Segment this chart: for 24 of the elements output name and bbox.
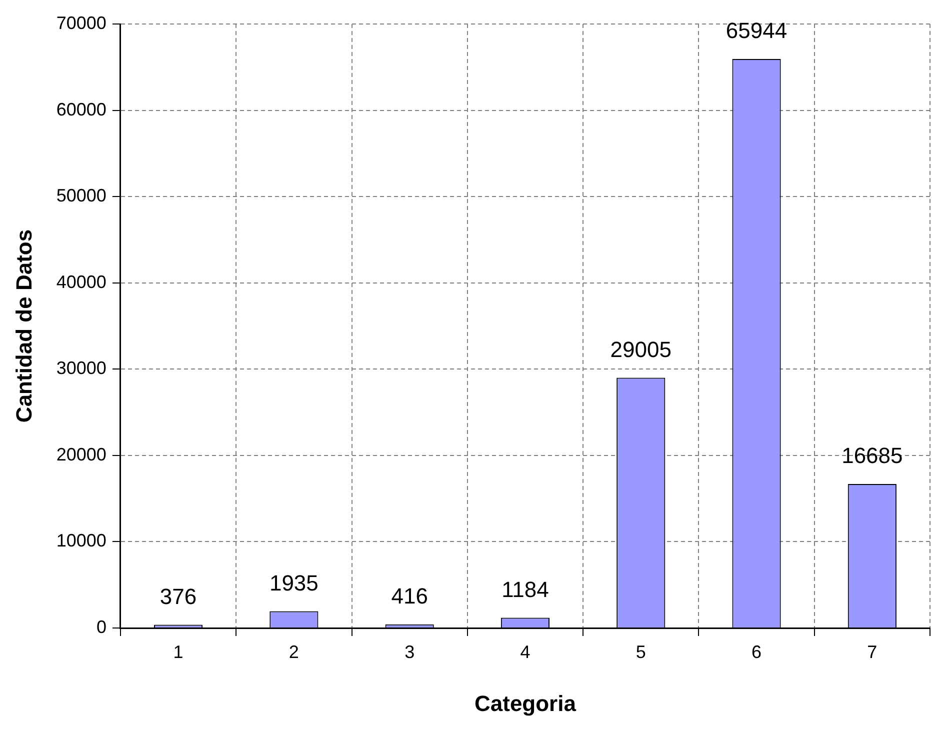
x-tick-label: 2 — [288, 642, 299, 662]
x-tick-label: 7 — [867, 642, 878, 662]
data-label: 376 — [160, 584, 197, 609]
y-tick-label: 50000 — [56, 186, 106, 206]
x-tick-label: 1 — [173, 642, 184, 662]
data-label: 416 — [391, 583, 428, 608]
y-tick-label: 20000 — [56, 444, 106, 464]
data-label: 16685 — [842, 443, 903, 468]
data-label: 29005 — [610, 336, 672, 362]
x-tick-label: 6 — [752, 642, 762, 662]
y-tick-label: 40000 — [56, 272, 106, 292]
x-axis-title: Categoria — [474, 690, 577, 716]
x-tick-label: 3 — [404, 642, 415, 662]
data-label: 1935 — [269, 570, 318, 596]
y-tick-label: 70000 — [56, 12, 106, 33]
x-tick-label: 4 — [520, 642, 530, 662]
data-label: 1184 — [502, 576, 549, 602]
y-tick-label: 10000 — [56, 530, 106, 551]
y-tick-label: 60000 — [56, 99, 106, 120]
x-tick-label: 5 — [636, 642, 646, 662]
y-axis-title: Cantidad de Datos — [11, 229, 36, 423]
y-tick-label: 0 — [96, 616, 106, 637]
data-label: 65944 — [726, 18, 788, 44]
y-tick-label: 30000 — [56, 358, 106, 378]
